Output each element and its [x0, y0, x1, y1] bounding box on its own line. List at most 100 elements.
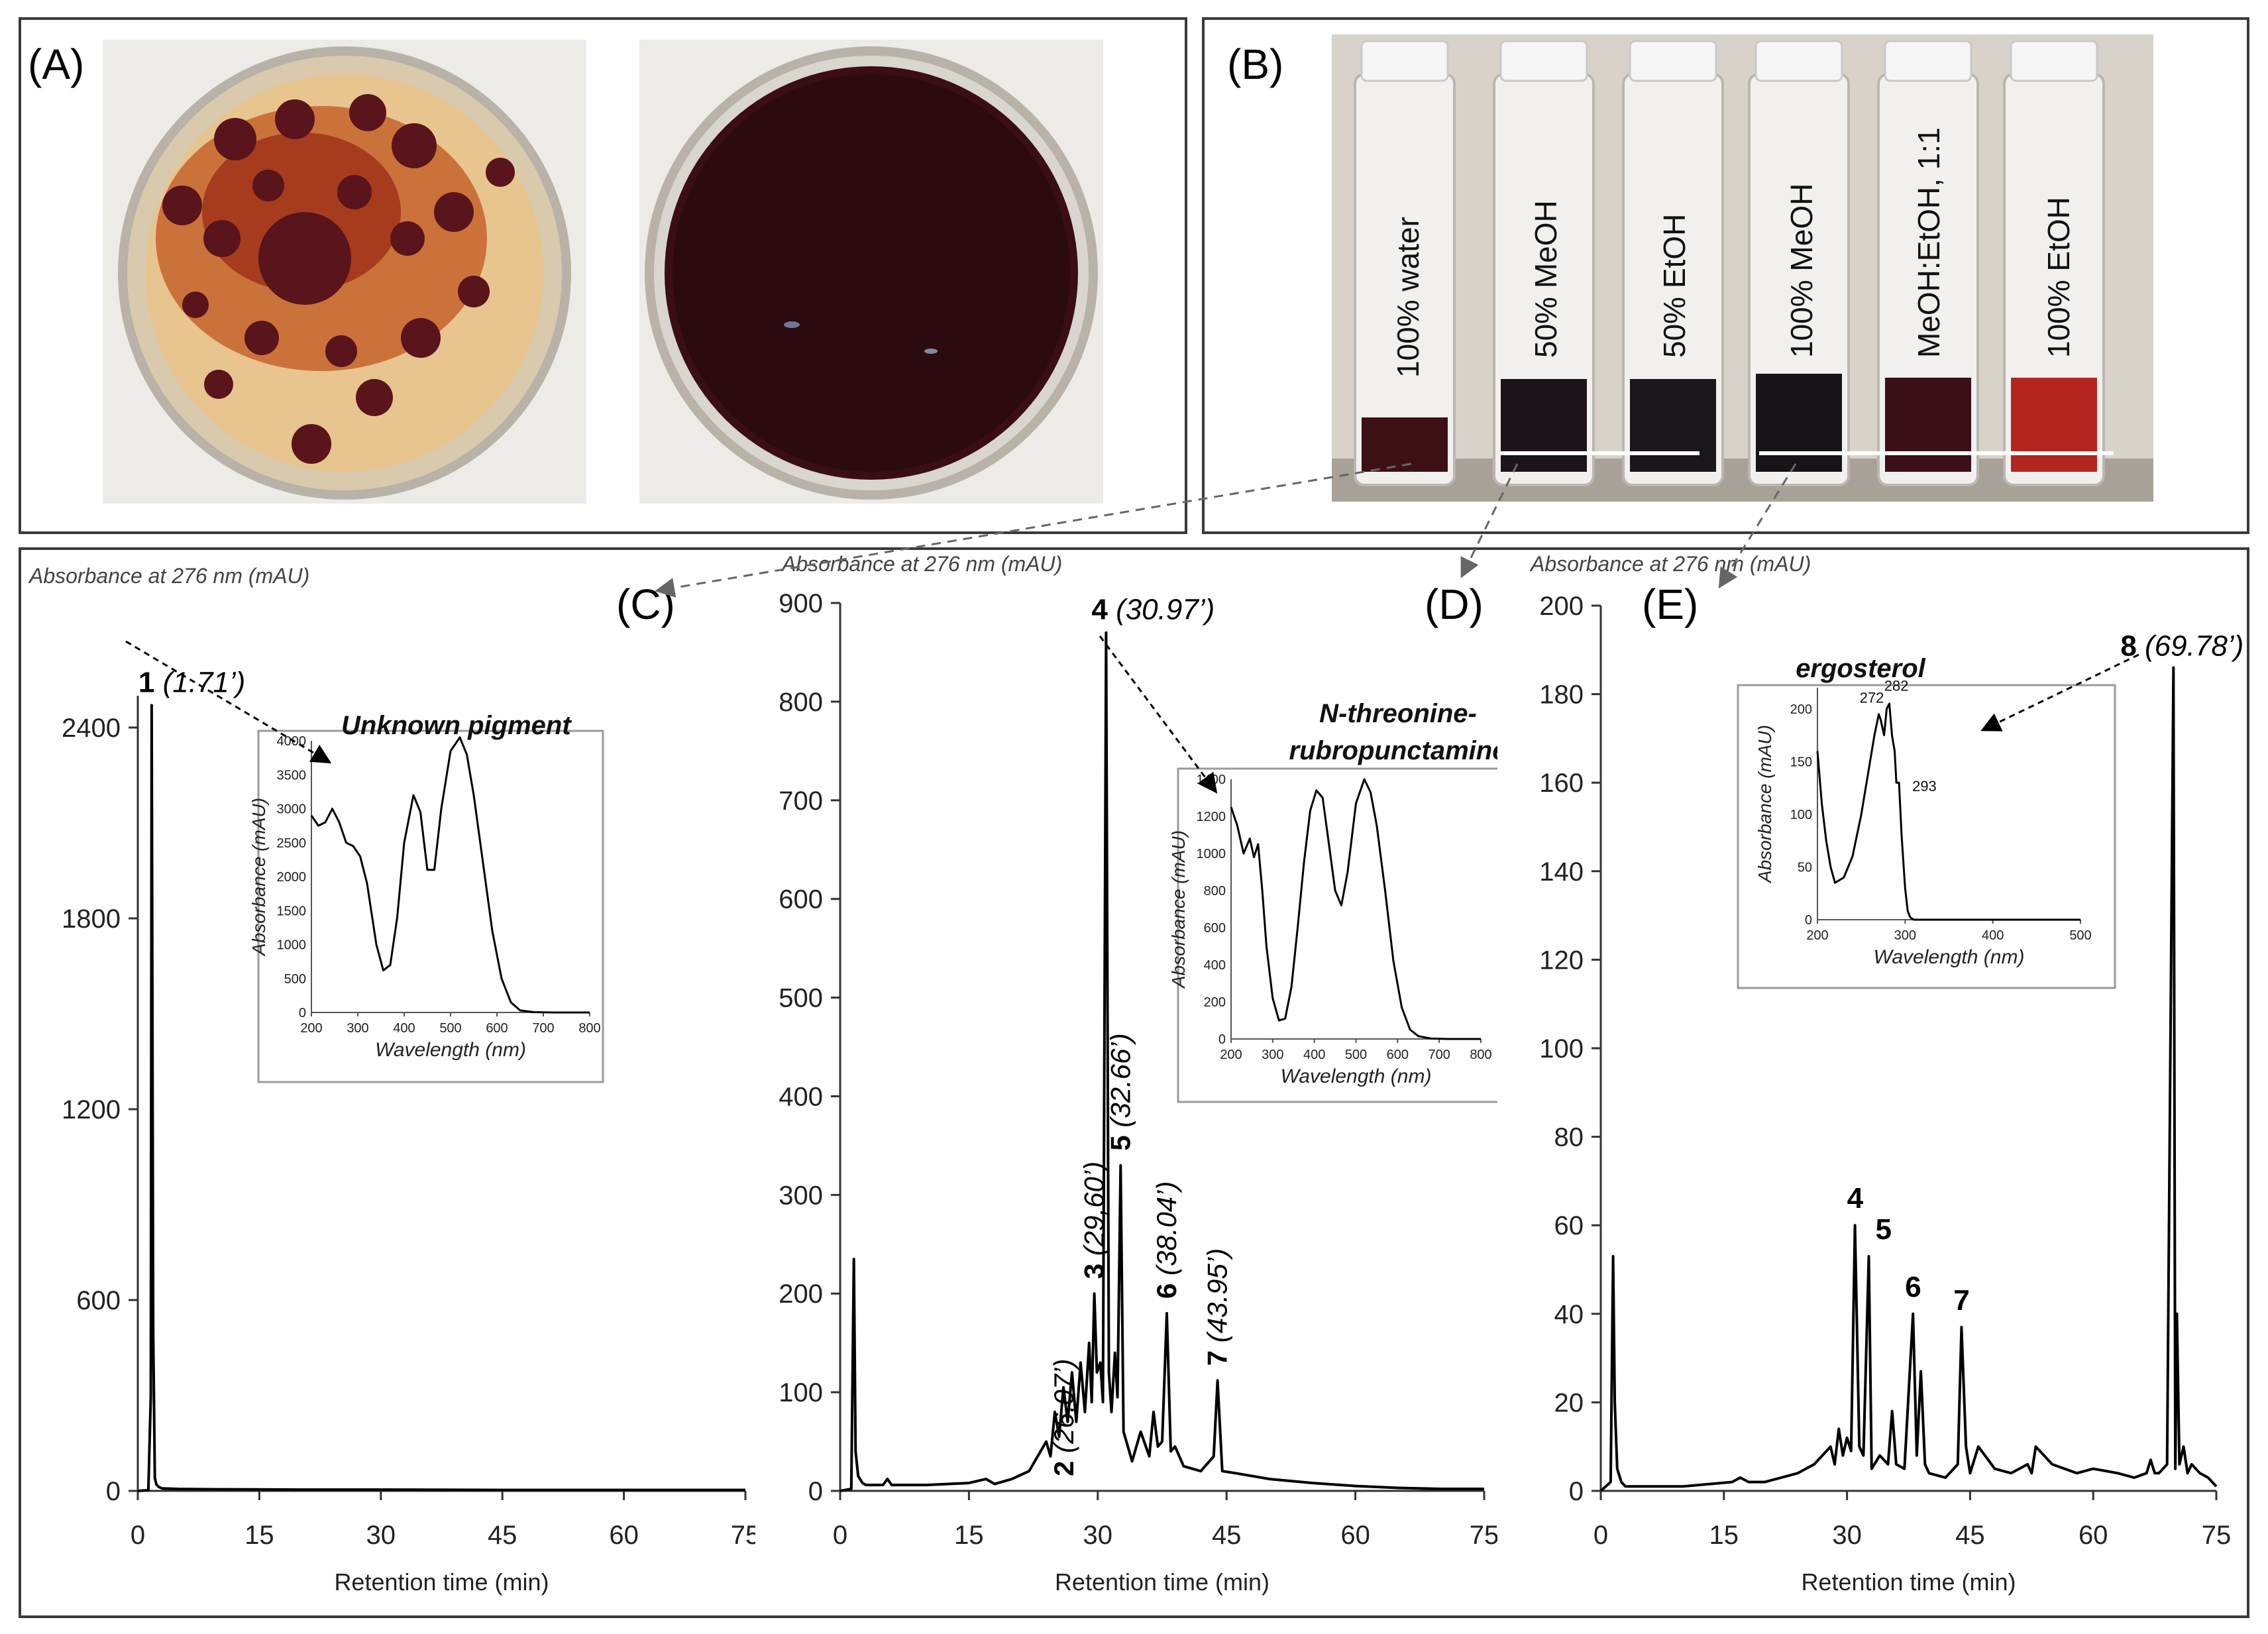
- inset-y-tick-label: 0: [1218, 1032, 1226, 1047]
- x-tick-label: 15: [244, 1521, 274, 1550]
- inset-x-title: Wavelength (nm): [1281, 1065, 1432, 1087]
- chromatogram-trace: [1599, 666, 2218, 1492]
- x-tick-label: 15: [954, 1521, 984, 1550]
- inset-x-tick-label: 300: [1894, 928, 1916, 943]
- y-tick-label: 2400: [62, 714, 121, 743]
- inset-x-tick-label: 400: [1982, 928, 2004, 943]
- y-tick-label: 800: [779, 688, 823, 717]
- y-tick-label: 100: [1539, 1034, 1584, 1063]
- inset-x-tick-label: 800: [578, 1021, 600, 1036]
- inset-y-tick-label: 200: [1204, 995, 1226, 1010]
- inset-x-title: Wavelength (nm): [1874, 946, 2025, 968]
- inset-y-tick-label: 800: [1204, 884, 1226, 899]
- inset-y-tick-label: 500: [284, 972, 306, 987]
- x-tick-label: 45: [1955, 1521, 1985, 1550]
- inset-x-tick-label: 400: [393, 1021, 415, 1036]
- panel-label-e: (E): [1642, 580, 1699, 628]
- inset-x-tick-label: 600: [486, 1021, 508, 1036]
- x-tick-label: 0: [1593, 1521, 1608, 1550]
- inset-x-tick-label: 200: [300, 1021, 322, 1036]
- inset-x-tick-label: 500: [1345, 1048, 1367, 1062]
- inset-x-tick-label: 500: [2069, 928, 2091, 943]
- y-tick-label: 600: [76, 1286, 121, 1315]
- inset-y-tick-label: 3500: [277, 768, 307, 783]
- chromatogram-trace: [839, 631, 1484, 1492]
- y-tick-label: 200: [779, 1280, 823, 1309]
- inset-x-tick-label: 200: [1806, 928, 1828, 943]
- inset-x-title: Wavelength (nm): [375, 1039, 526, 1061]
- peak-label-7: 7 (43.95’): [1202, 1248, 1233, 1366]
- inset-spectrum-trace: [1816, 702, 2080, 921]
- inset-y-tick-label: 200: [1790, 702, 1812, 717]
- inset-title: ergosterol: [1796, 654, 1925, 683]
- inset-title-line2: rubropunctamine: [1289, 736, 1497, 765]
- x-axis-title: Retention time (min): [1055, 1568, 1269, 1596]
- inset-x-tick-label: 300: [1262, 1048, 1283, 1062]
- inset-y-title: Absorbance (mAU): [248, 798, 269, 957]
- chromatogram-c: 0 600 1200 1800 2400 0 15 30 45 60 75 Retention tim…: [28, 564, 755, 1596]
- inset-x-tick-label: 800: [1470, 1048, 1491, 1062]
- inset-x-tick-label: 300: [347, 1021, 368, 1036]
- x-tick-label: 75: [1470, 1521, 1497, 1550]
- y-tick-label: 500: [779, 984, 823, 1013]
- y-tick-label: 100: [779, 1378, 823, 1407]
- peak-label-3: 3 (29,60’): [1079, 1162, 1110, 1279]
- panel-label-b: (B): [1227, 40, 1284, 88]
- inset-frame: [1737, 684, 2116, 989]
- inset-y-tick-label: 1000: [1197, 847, 1226, 861]
- y-tick-label: 900: [779, 589, 823, 618]
- y-tick-label: 180: [1539, 681, 1584, 710]
- inset-spectrum-trace: [310, 736, 590, 1014]
- y-axis-title: Absorbance at 276 nm (mAU): [28, 564, 309, 588]
- peak-label-2: 2 (26,07’): [1048, 1359, 1079, 1476]
- inset-y-tick-label: 1000: [277, 938, 307, 953]
- inset-pointer-arrow: [1980, 653, 2139, 732]
- y-tick-label: 80: [1554, 1123, 1584, 1152]
- y-tick-label: 1800: [62, 904, 121, 934]
- x-tick-label: 0: [833, 1521, 847, 1550]
- y-tick-label: 160: [1539, 769, 1584, 798]
- x-tick-label: 60: [1340, 1521, 1370, 1550]
- inset-x-tick-label: 700: [532, 1021, 554, 1036]
- inset-y-tick-label: 400: [1204, 958, 1226, 973]
- vial-group: [1354, 40, 2105, 486]
- petri-dish-lawn: [639, 40, 1103, 504]
- x-tick-label: 30: [1083, 1521, 1113, 1550]
- y-tick-label: 0: [106, 1477, 121, 1506]
- chromatogram-d: 0 100 200 300 400 500 600 700 800 900 0 15 30 45 60 75 R…: [779, 552, 1497, 1596]
- y-tick-label: 140: [1539, 857, 1584, 887]
- x-tick-label: 30: [366, 1521, 396, 1550]
- inset-y-tick-label: 2500: [277, 836, 307, 851]
- inset-y-tick-label: 1200: [1197, 810, 1226, 824]
- y-tick-label: 40: [1554, 1300, 1584, 1329]
- inset-y-tick-label: 600: [1204, 921, 1226, 936]
- petri-dish-colonies: [103, 40, 586, 504]
- y-tick-label: 0: [1569, 1477, 1584, 1506]
- chromatogram-trace: [137, 704, 745, 1492]
- y-tick-label: 200: [1539, 592, 1584, 621]
- peak-label-4: 4 (30.97’): [1091, 594, 1215, 626]
- y-axis-title: Absorbance at 276 nm (mAU): [781, 552, 1062, 576]
- x-axis-title: Retention time (min): [334, 1568, 549, 1596]
- inset-title: Unknown pigment: [341, 711, 572, 740]
- peak-label-7: 7: [1953, 1284, 1969, 1317]
- y-axis-title: Absorbance at 276 nm (mAU): [1529, 552, 1811, 576]
- peak-label-1: 1 (1.71’): [138, 666, 245, 698]
- x-tick-label: 0: [131, 1521, 145, 1550]
- y-tick-label: 400: [779, 1082, 823, 1111]
- inset-x-tick-label: 400: [1303, 1048, 1325, 1062]
- peak-label-6: 6: [1905, 1271, 1921, 1303]
- inset-title-line1: N-threonine-: [1319, 699, 1477, 728]
- inset-y-tick-label: 150: [1790, 755, 1812, 769]
- inset-y-tick-label: 0: [1805, 913, 1812, 928]
- inset-peak-label: 293: [1912, 778, 1937, 794]
- y-tick-label: 600: [779, 885, 823, 914]
- panel-label-d: (D): [1425, 580, 1484, 628]
- connector-arrow: [1460, 463, 1519, 578]
- inset-y-title: Absorbance (mAU): [1168, 830, 1189, 989]
- x-tick-label: 30: [1832, 1521, 1862, 1550]
- inset-y-tick-label: 2000: [277, 870, 307, 885]
- y-tick-label: 60: [1554, 1211, 1584, 1240]
- y-tick-label: 20: [1554, 1388, 1584, 1417]
